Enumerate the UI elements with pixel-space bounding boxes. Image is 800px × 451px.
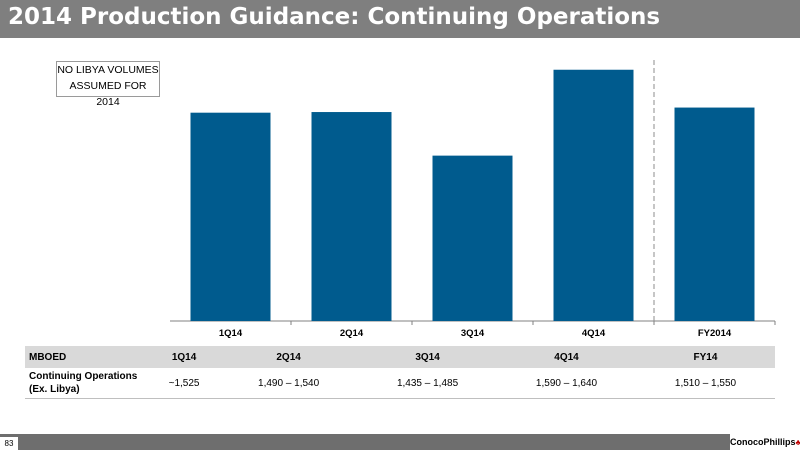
bar <box>311 112 392 322</box>
row-label-line-1: Continuing Operations <box>29 371 138 382</box>
table-cell: 1,490 – 1,540 <box>219 368 359 399</box>
table-cell: 1,435 – 1,485 <box>358 368 498 399</box>
x-tick-label: FY2014 <box>698 328 732 339</box>
page-number: 83 <box>0 437 18 450</box>
x-tick-label: 1Q14 <box>219 328 243 339</box>
production-bar-chart: 1Q14 2Q14 3Q14 4Q14 FY2014 <box>170 60 776 339</box>
company-logo: ConocoPhillips♣ <box>730 434 800 450</box>
row-label: Continuing Operations (Ex. Libya) <box>25 368 149 399</box>
table-cell: ~1,525 <box>149 368 220 399</box>
x-tick-label: 3Q14 <box>461 328 485 339</box>
table-header-cell: 4Q14 <box>497 346 636 368</box>
x-tick-label: 4Q14 <box>582 328 606 339</box>
note-line-1: NO LIBYA VOLUMES <box>57 64 159 76</box>
table-header-cell: 3Q14 <box>358 346 498 368</box>
table-header-cell: MBOED <box>25 346 149 368</box>
bar <box>553 69 634 321</box>
bar <box>190 112 271 322</box>
guidance-table: MBOED 1Q14 2Q14 3Q14 4Q14 FY14 Continuin… <box>25 346 775 399</box>
logo-mark-icon: ♣ <box>795 438 800 447</box>
note-box: NO LIBYA VOLUMES ASSUMED FOR 2014 <box>56 61 160 108</box>
logo-text: ConocoPhillips <box>730 437 796 447</box>
table-cell: 1,510 – 1,550 <box>635 368 775 399</box>
table-cell: 1,590 – 1,640 <box>497 368 636 399</box>
table-header-cell: 2Q14 <box>219 346 359 368</box>
x-tick-label: 2Q14 <box>340 328 364 339</box>
footer-bar <box>0 434 800 450</box>
bar <box>432 155 513 321</box>
table-row: Continuing Operations (Ex. Libya) ~1,525… <box>25 368 775 399</box>
page-title: 2014 Production Guidance: Continuing Ope… <box>8 4 661 30</box>
bar <box>674 107 755 321</box>
title-bar: 2014 Production Guidance: Continuing Ope… <box>0 0 800 38</box>
note-line-2: ASSUMED FOR 2014 <box>69 80 147 108</box>
table-header-row: MBOED 1Q14 2Q14 3Q14 4Q14 FY14 <box>25 346 775 368</box>
table-header-cell: 1Q14 <box>149 346 220 368</box>
table-header-cell: FY14 <box>635 346 775 368</box>
row-label-line-2: (Ex. Libya) <box>29 384 80 395</box>
